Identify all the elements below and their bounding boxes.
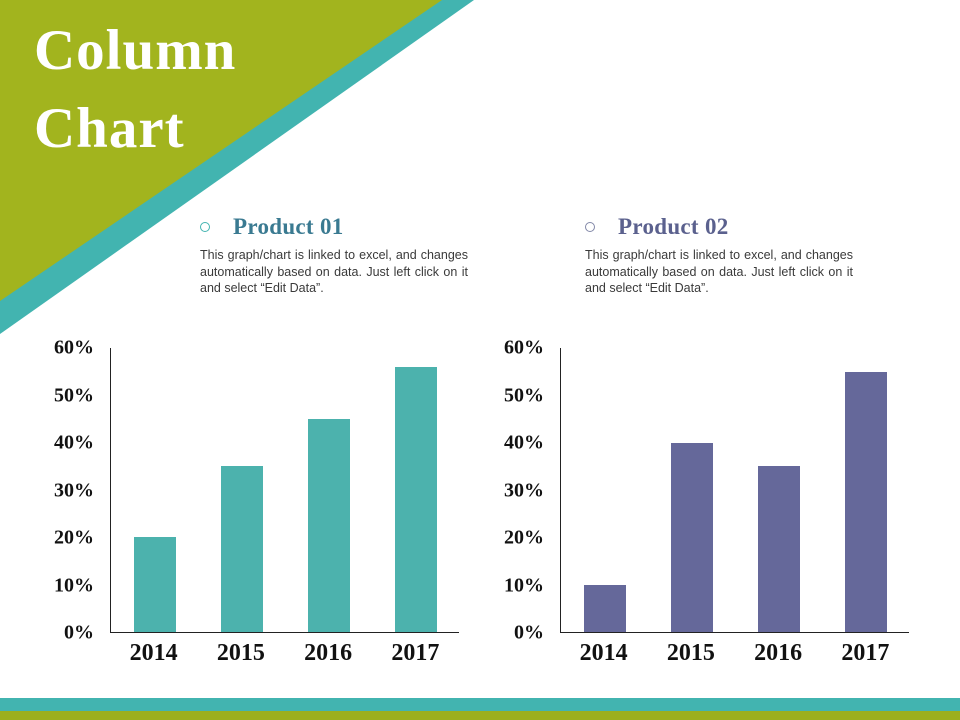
- bar-chart-product-02[interactable]: 60% 50% 40% 30% 20% 10% 0% 2014 2015 2016 2017: [502, 337, 910, 688]
- y-tick-label: 40%: [54, 431, 94, 454]
- circle-bullet-icon: [200, 222, 210, 232]
- bar-2014[interactable]: [583, 584, 626, 632]
- section-heading: Product 01: [233, 214, 344, 239]
- section-description: This graph/chart is linked to excel, and…: [200, 248, 468, 295]
- y-tick-label: 20%: [504, 526, 544, 549]
- x-tick-label: 2014: [579, 640, 628, 666]
- x-tick-label: 2016: [304, 640, 353, 666]
- bar-2014[interactable]: [133, 537, 176, 632]
- y-tick-label: 10%: [504, 574, 544, 596]
- bar-2017[interactable]: [844, 371, 887, 632]
- y-tick-label: 0%: [64, 621, 94, 644]
- x-axis: 2014 2015 2016 2017: [110, 640, 459, 680]
- y-tick-label: 10%: [54, 574, 94, 596]
- bar-2016[interactable]: [307, 419, 350, 632]
- y-tick-label: 50%: [54, 384, 94, 406]
- y-tick-label: 60%: [504, 336, 544, 359]
- y-axis: 60% 50% 40% 30% 20% 10% 0%: [502, 337, 552, 644]
- y-tick-label: 30%: [54, 479, 94, 501]
- bottom-green-strip: [0, 711, 960, 720]
- y-tick-label: 40%: [504, 431, 544, 454]
- circle-bullet-icon: [585, 222, 595, 232]
- bar-2016[interactable]: [757, 466, 800, 632]
- section-description: This graph/chart is linked to excel, and…: [585, 248, 853, 295]
- y-tick-label: 20%: [54, 526, 94, 549]
- x-tick-label: 2017: [391, 640, 440, 666]
- x-tick-label: 2015: [666, 640, 715, 666]
- y-tick-label: 60%: [54, 336, 94, 359]
- section-product-02: Product 02 This graph/chart is linked to…: [585, 214, 853, 297]
- x-tick-label: 2017: [841, 640, 890, 666]
- x-tick-label: 2016: [754, 640, 803, 666]
- chart-plot-area[interactable]: [560, 348, 909, 633]
- x-tick-label: 2014: [129, 640, 178, 666]
- y-tick-label: 0%: [514, 621, 544, 644]
- section-heading-row: Product 01: [200, 214, 468, 240]
- y-tick-label: 30%: [504, 479, 544, 501]
- bar-chart-product-01[interactable]: 60% 50% 40% 30% 20% 10% 0% 2014 2015 2016 2017: [52, 337, 460, 688]
- bar-2017[interactable]: [394, 366, 437, 632]
- page-title: Column Chart: [34, 19, 237, 160]
- x-axis: 2014 2015 2016 2017: [560, 640, 909, 680]
- section-heading: Product 02: [618, 214, 729, 239]
- section-heading-row: Product 02: [585, 214, 853, 240]
- bar-2015[interactable]: [670, 442, 713, 632]
- x-tick-label: 2015: [216, 640, 265, 666]
- bar-2015[interactable]: [220, 466, 263, 632]
- chart-plot-area[interactable]: [110, 348, 459, 633]
- bottom-teal-strip: [0, 698, 960, 711]
- section-product-01: Product 01 This graph/chart is linked to…: [200, 214, 468, 297]
- y-axis: 60% 50% 40% 30% 20% 10% 0%: [52, 337, 102, 644]
- y-tick-label: 50%: [504, 384, 544, 406]
